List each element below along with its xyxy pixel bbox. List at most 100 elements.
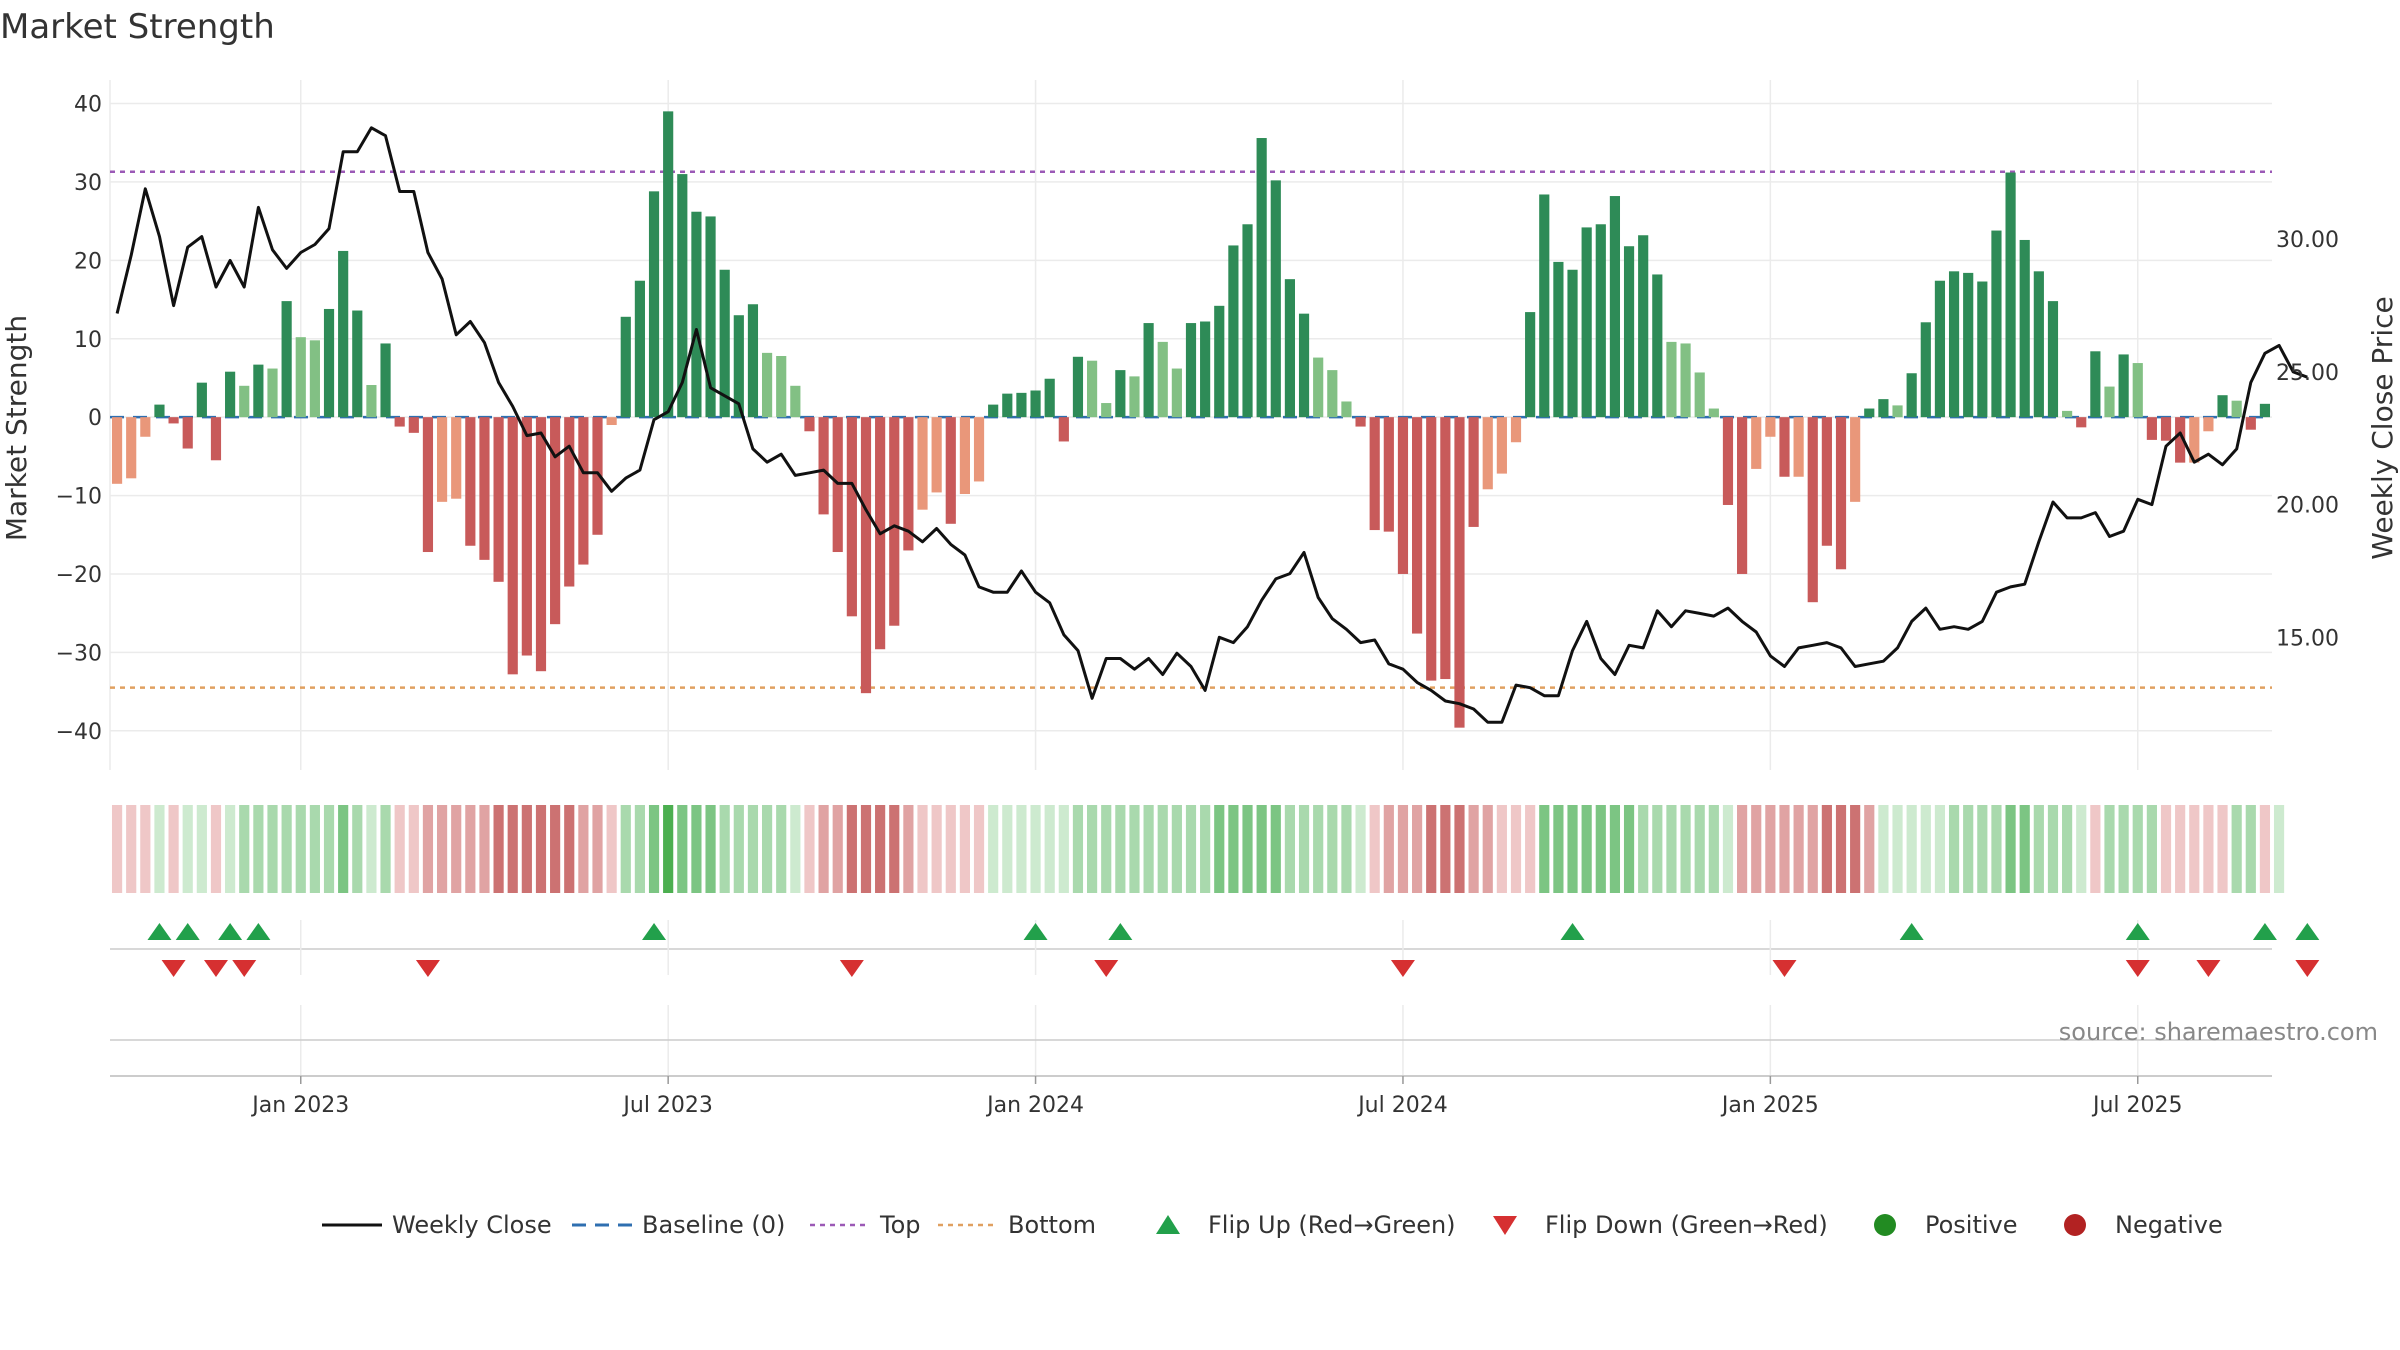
strength-bar — [2104, 386, 2115, 418]
regime-cell — [281, 805, 292, 893]
regime-cell — [225, 805, 236, 893]
flip-down-marker — [1390, 960, 1415, 977]
right-tick-label: 30.00 — [2276, 228, 2339, 253]
strength-bar — [860, 417, 872, 694]
legend-item-flipdown: Flip Down (Green→Red) — [1493, 1211, 1828, 1239]
strength-bar — [1157, 341, 1168, 418]
strength-bar — [1581, 227, 1592, 418]
regime-cell — [2090, 805, 2101, 893]
regime-cell — [776, 805, 787, 893]
regime-cell — [465, 805, 476, 893]
regime-cell — [1948, 805, 1960, 893]
regime-cell — [917, 805, 928, 893]
left-axis-title: Market Strength — [0, 315, 33, 541]
flip-down-marker — [2295, 960, 2320, 977]
regime-cell — [875, 805, 886, 893]
strength-bar — [2217, 395, 2228, 418]
strength-bar — [804, 417, 815, 432]
regime-cell — [1171, 805, 1182, 893]
strength-bar — [648, 191, 660, 418]
strength-bar — [719, 269, 730, 418]
left-tick-label: −30 — [56, 641, 102, 666]
regime-cell — [1793, 805, 1804, 893]
strength-bar — [2245, 417, 2256, 430]
regime-cell — [2104, 805, 2115, 893]
flip-up-marker — [175, 923, 200, 940]
strength-bar — [1595, 224, 1606, 418]
strength-bar — [1327, 370, 1338, 418]
regime-cell — [1737, 805, 1748, 893]
flip-up-marker — [218, 923, 243, 940]
regime-cell — [1115, 805, 1126, 893]
regime-cell — [408, 805, 419, 893]
strength-bar — [521, 417, 532, 656]
strength-bar — [1934, 280, 1946, 418]
regime-cell — [2245, 805, 2256, 893]
regime-cell — [1652, 805, 1663, 893]
strength-bar — [1835, 417, 1847, 570]
regime-cell — [1228, 805, 1239, 893]
strength-bar — [507, 417, 518, 675]
regime-cell — [2033, 805, 2044, 893]
strength-bar — [733, 315, 744, 418]
regime-cell — [1581, 805, 1592, 893]
regime-cell — [832, 805, 843, 893]
flip-up-marker — [1023, 923, 1048, 940]
regime-cell — [1821, 805, 1832, 893]
strength-bar — [2076, 417, 2087, 428]
strength-bar — [1567, 269, 1578, 418]
regime-cell — [1906, 805, 1917, 893]
regime-cell — [1412, 805, 1423, 893]
legend-label: Negative — [2115, 1211, 2223, 1239]
x-axis: Jan 2023 Jul 2023 Jan 2024 Jul 2024 Jan 2025… — [110, 1075, 2272, 1118]
strength-bar — [168, 417, 179, 424]
regime-cell — [2019, 805, 2030, 893]
regime-cell — [1510, 805, 1522, 893]
regime-cell — [818, 805, 829, 893]
strength-bar — [931, 417, 942, 493]
left-tick-label: −20 — [56, 563, 102, 588]
strength-bars — [111, 111, 2271, 728]
regime-cell — [663, 805, 674, 893]
regime-cell — [1086, 805, 1098, 893]
strength-bar — [959, 417, 970, 494]
regime-cell — [154, 805, 165, 893]
regime-cell — [1242, 805, 1253, 893]
regime-cell — [422, 805, 434, 893]
flip-up-marker — [1899, 923, 1924, 940]
weekly-close-line — [115, 126, 2308, 724]
strength-bar — [1948, 271, 1960, 418]
strength-bar — [2062, 410, 2073, 418]
regime-cell — [1638, 805, 1649, 893]
strength-bar — [1680, 343, 1691, 418]
regime-cell — [1468, 805, 1479, 893]
flip-down-marker — [203, 960, 228, 977]
strength-bar — [1383, 417, 1394, 532]
strength-bar — [1129, 376, 1140, 418]
strength-bar — [1539, 194, 1550, 418]
strength-bar — [535, 417, 547, 672]
regime-cell — [931, 805, 942, 893]
x-tick-label: Jan 2023 — [250, 1093, 349, 1118]
strength-bar — [352, 310, 363, 418]
regime-cell — [2259, 805, 2271, 893]
legend-item-positive: Positive — [1874, 1211, 2018, 1239]
regime-cell — [2118, 805, 2129, 893]
regime-cell — [1016, 805, 1027, 893]
strength-bar — [182, 417, 193, 449]
strength-bar — [140, 417, 151, 437]
strength-bar — [1002, 393, 1013, 418]
regime-strip — [111, 805, 2285, 893]
strength-bar — [196, 382, 207, 418]
regime-cell — [111, 805, 123, 893]
strength-bar — [267, 368, 278, 418]
strength-bar — [1341, 401, 1352, 418]
x-tick-label: Jan 2024 — [985, 1093, 1084, 1118]
strength-bar — [1200, 321, 1211, 418]
legend-swatch-up-triangle — [1156, 1215, 1180, 1234]
flip-down-marker — [1094, 960, 1119, 977]
strength-bar — [493, 417, 504, 582]
strength-bar — [1482, 417, 1493, 490]
strength-bar — [2203, 417, 2214, 432]
